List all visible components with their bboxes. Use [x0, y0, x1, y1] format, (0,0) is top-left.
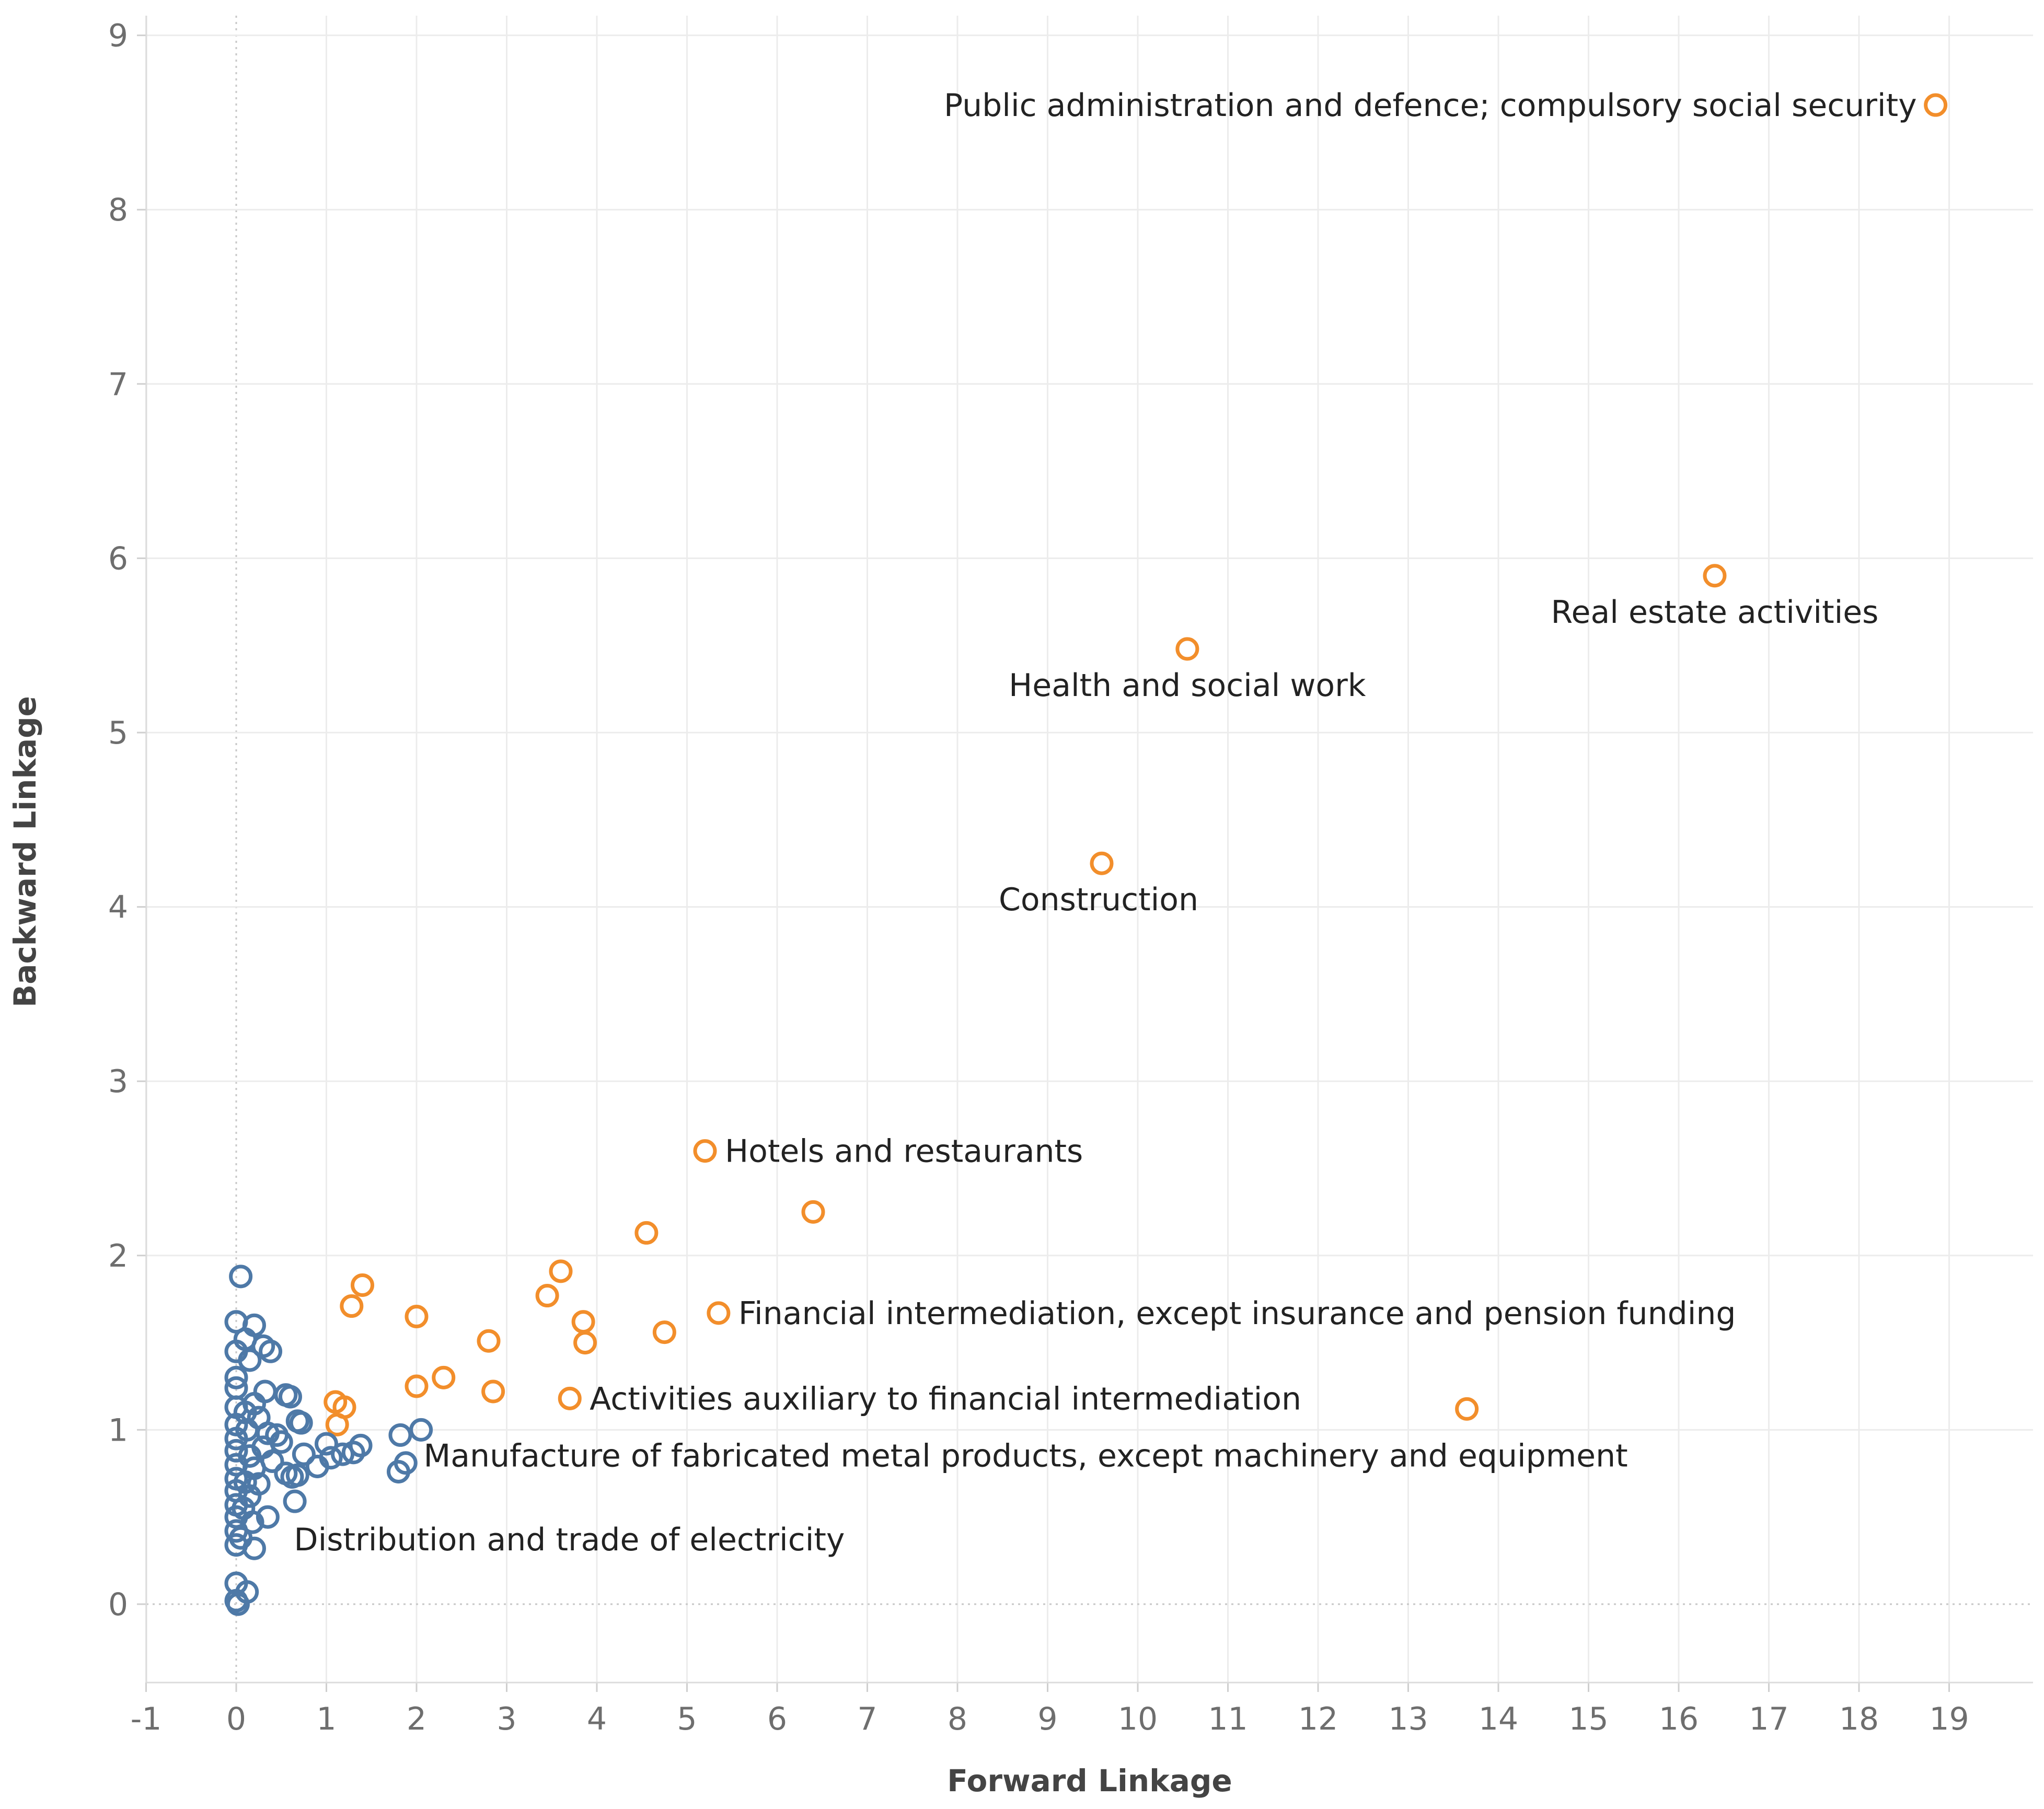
blue-data-point: [226, 1592, 250, 1616]
orange-data-point: [573, 1331, 597, 1355]
blue-data-point: [341, 1441, 365, 1465]
point-annotation: Distribution and trade of electricity: [294, 1522, 845, 1558]
y-tick-label: 5: [108, 715, 128, 751]
labels-layer: Public administration and defence; compu…: [294, 87, 1916, 1558]
y-tick-label: 0: [108, 1586, 128, 1623]
x-tick-label: 10: [1118, 1701, 1158, 1737]
orange-data-point: [652, 1320, 676, 1344]
x-tick-label: 3: [496, 1701, 516, 1737]
orange-data-point: [481, 1379, 505, 1404]
x-tick-label: 4: [587, 1701, 607, 1737]
blue-data-point: [292, 1442, 316, 1466]
x-tick-label: 14: [1479, 1701, 1518, 1737]
blue-data-point: [256, 1505, 280, 1529]
point-annotation: Hotels and restaurants: [725, 1133, 1083, 1170]
orange-data-point: [1455, 1397, 1479, 1421]
orange-data-point: [558, 1386, 582, 1410]
point-annotation: Construction: [999, 882, 1198, 918]
x-tick-label: 19: [1929, 1701, 1969, 1737]
y-tick-label: 8: [108, 192, 128, 228]
blue-data-point: [253, 1379, 277, 1404]
x-tick-label: 13: [1388, 1701, 1428, 1737]
x-tick-label: 16: [1659, 1701, 1699, 1737]
orange-data-point: [535, 1284, 559, 1308]
point-annotation: Activities auxiliary to financial interm…: [590, 1381, 1301, 1417]
blue-data-point: [242, 1536, 266, 1560]
x-tick-label: 6: [767, 1701, 787, 1737]
blue-data-point: [315, 1432, 338, 1456]
orange-data-point: [1924, 93, 1948, 117]
points-layer: [224, 93, 1948, 1616]
y-tick-label: 9: [108, 18, 128, 54]
point-annotation: Financial intermediation, except insuran…: [738, 1295, 1736, 1332]
blue-data-point: [394, 1451, 418, 1475]
y-axis-title: Backward Linkage: [7, 696, 43, 1007]
x-tick-label: 9: [1037, 1701, 1057, 1737]
orange-data-point: [405, 1305, 429, 1329]
x-tick-label: 0: [226, 1701, 246, 1737]
x-tick-label: 7: [857, 1701, 877, 1737]
blue-data-point: [238, 1348, 262, 1372]
blue-data-point: [224, 1427, 248, 1451]
orange-data-point: [1090, 851, 1114, 875]
orange-data-point: [634, 1221, 659, 1245]
x-axis-title: Forward Linkage: [947, 1763, 1232, 1799]
blue-data-point: [224, 1412, 248, 1436]
x-tick-label: 18: [1839, 1701, 1879, 1737]
orange-data-point: [1175, 637, 1199, 661]
x-tick-label: 17: [1749, 1701, 1788, 1737]
y-tick-label: 7: [108, 366, 128, 403]
orange-data-point: [549, 1259, 573, 1283]
orange-data-point: [340, 1294, 364, 1318]
x-tick-label: 1: [316, 1701, 336, 1737]
blue-data-point: [409, 1418, 433, 1442]
x-tick-label: 12: [1298, 1701, 1338, 1737]
blue-data-point: [229, 1265, 253, 1289]
point-annotation: Public administration and defence; compu…: [944, 87, 1917, 124]
y-tick-label: 2: [108, 1238, 128, 1274]
grid-layer: [145, 16, 2033, 1683]
orange-data-point: [571, 1310, 595, 1334]
x-tick-label: 15: [1568, 1701, 1608, 1737]
point-annotation: Manufacture of fabricated metal products…: [424, 1437, 1628, 1474]
x-tick-label: 11: [1208, 1701, 1248, 1737]
x-tick-label: 8: [948, 1701, 967, 1737]
orange-data-point: [1703, 564, 1727, 588]
blue-data-point: [279, 1385, 302, 1409]
orange-data-point: [693, 1139, 717, 1163]
point-annotation: Real estate activities: [1551, 594, 1879, 631]
blue-data-point: [224, 1439, 248, 1463]
blue-data-point: [283, 1489, 307, 1513]
orange-data-point: [707, 1301, 731, 1325]
blue-data-point: [285, 1463, 309, 1487]
axis-layer: -1 0 1 2 3 4 5 6 7 8 9 10 11 12 13 14 15 16 17 18 1901234567…: [108, 16, 2033, 1737]
blue-data-point: [289, 1411, 313, 1435]
orange-data-point: [801, 1200, 825, 1224]
y-tick-label: 4: [108, 889, 128, 926]
x-tick-label: 2: [407, 1701, 426, 1737]
y-tick-label: 6: [108, 540, 128, 577]
point-annotation: Health and social work: [1009, 667, 1366, 704]
y-tick-label: 3: [108, 1063, 128, 1100]
blue-data-point: [224, 1365, 248, 1389]
x-tick-label: -1: [131, 1701, 162, 1737]
blue-data-point: [331, 1442, 355, 1466]
blue-data-point: [305, 1454, 329, 1478]
orange-data-point: [325, 1412, 349, 1436]
orange-data-point: [432, 1365, 456, 1389]
y-tick-label: 1: [108, 1412, 128, 1448]
orange-data-point: [351, 1273, 374, 1297]
blue-data-point: [259, 1339, 283, 1363]
orange-data-point: [405, 1374, 429, 1398]
blue-data-point: [349, 1433, 373, 1457]
blue-data-point: [388, 1423, 412, 1447]
x-tick-label: 5: [677, 1701, 697, 1737]
orange-data-point: [477, 1329, 501, 1353]
